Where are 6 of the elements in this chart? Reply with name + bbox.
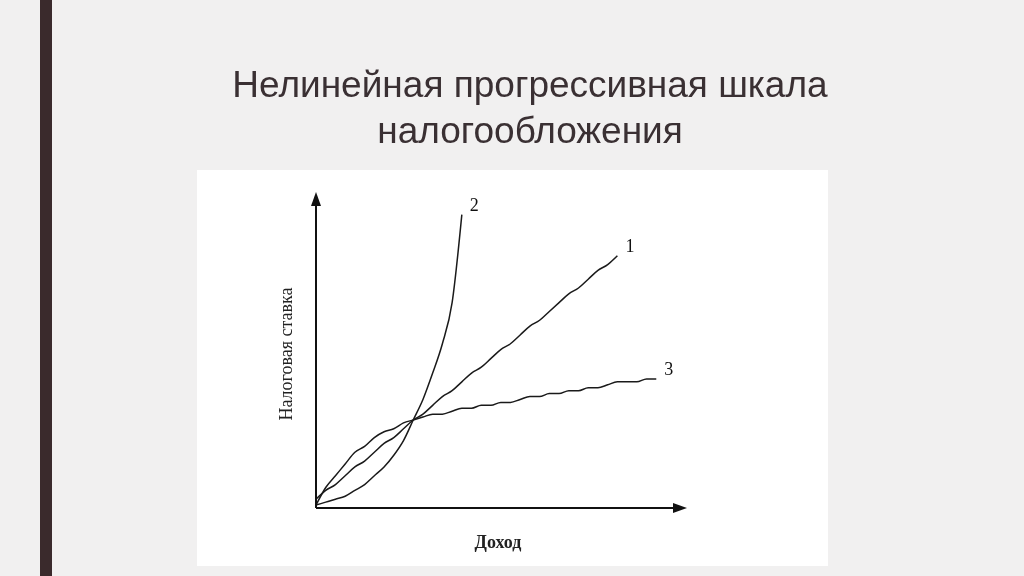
series-label: 2 (469, 194, 479, 215)
series-label: 1 (625, 235, 635, 256)
x-axis-title: Доход (474, 532, 522, 552)
chart-title: Нелинейная прогрессивная шкала налогообложения (231, 63, 829, 153)
series-label: 3 (664, 358, 674, 379)
y-axis-title: Налоговая ставка (276, 287, 297, 421)
